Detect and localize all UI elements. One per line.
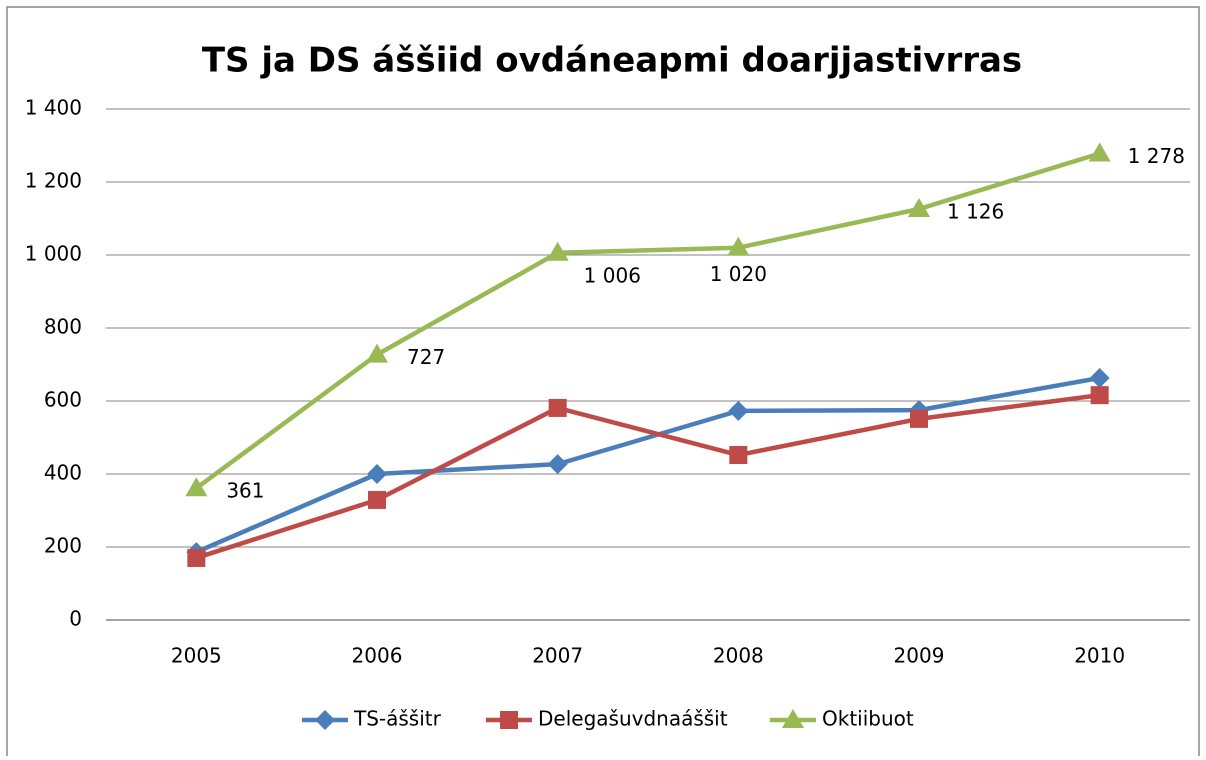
- data-point: [1088, 142, 1111, 162]
- data-point: [910, 409, 928, 428]
- data-point: [368, 490, 386, 509]
- series-line: [195, 392, 1100, 561]
- data-label: 1 006: [584, 263, 641, 287]
- y-tick-label: 200: [44, 534, 82, 558]
- data-label: 1 020: [710, 262, 767, 286]
- x-tick-label: 2007: [532, 644, 583, 668]
- data-point: [366, 343, 388, 363]
- x-tick-label: 2010: [1074, 644, 1125, 668]
- chart-frame: [6, 6, 1200, 760]
- data-point: [908, 198, 930, 218]
- x-tick-label: 2009: [894, 644, 945, 668]
- y-tick-label: 0: [69, 607, 82, 631]
- legend-marker: [782, 709, 804, 728]
- data-label: 1 126: [947, 200, 1004, 224]
- data-label: 727: [407, 345, 445, 369]
- data-point: [1089, 368, 1110, 389]
- x-tick-label: 2006: [352, 644, 403, 668]
- series-line: [194, 151, 1101, 491]
- data-point: [547, 454, 568, 475]
- data-point: [548, 398, 567, 417]
- data-label: 1 278: [1128, 144, 1185, 168]
- y-tick-label: 800: [44, 315, 82, 339]
- legend-marker: [315, 710, 335, 730]
- x-tick-label: 2008: [713, 644, 764, 668]
- chart-title: TS ja DS áššiid ovdáneapmi doarjjastivrr…: [202, 41, 1022, 81]
- data-point: [546, 241, 569, 261]
- data-point: [187, 548, 206, 567]
- data-label: 361: [226, 479, 264, 503]
- y-tick-label: 1 000: [25, 242, 82, 266]
- legend-label: Delegašuvdnaáššit: [538, 707, 728, 731]
- data-point: [727, 236, 750, 256]
- y-tick-label: 600: [44, 388, 82, 412]
- data-point: [185, 477, 208, 497]
- data-point: [367, 464, 387, 484]
- legend-marker: [500, 711, 518, 729]
- legend-label: Oktiibuot: [822, 707, 914, 731]
- y-tick-label: 1 200: [25, 169, 82, 193]
- data-point: [728, 400, 749, 421]
- y-tick-label: 400: [44, 461, 82, 485]
- legend-label: TS-áššitr: [353, 707, 442, 731]
- data-point: [1090, 386, 1109, 405]
- x-tick-label: 2005: [171, 644, 222, 668]
- series-line: [195, 375, 1101, 555]
- y-tick-label: 1 400: [25, 96, 82, 120]
- data-point: [729, 446, 748, 465]
